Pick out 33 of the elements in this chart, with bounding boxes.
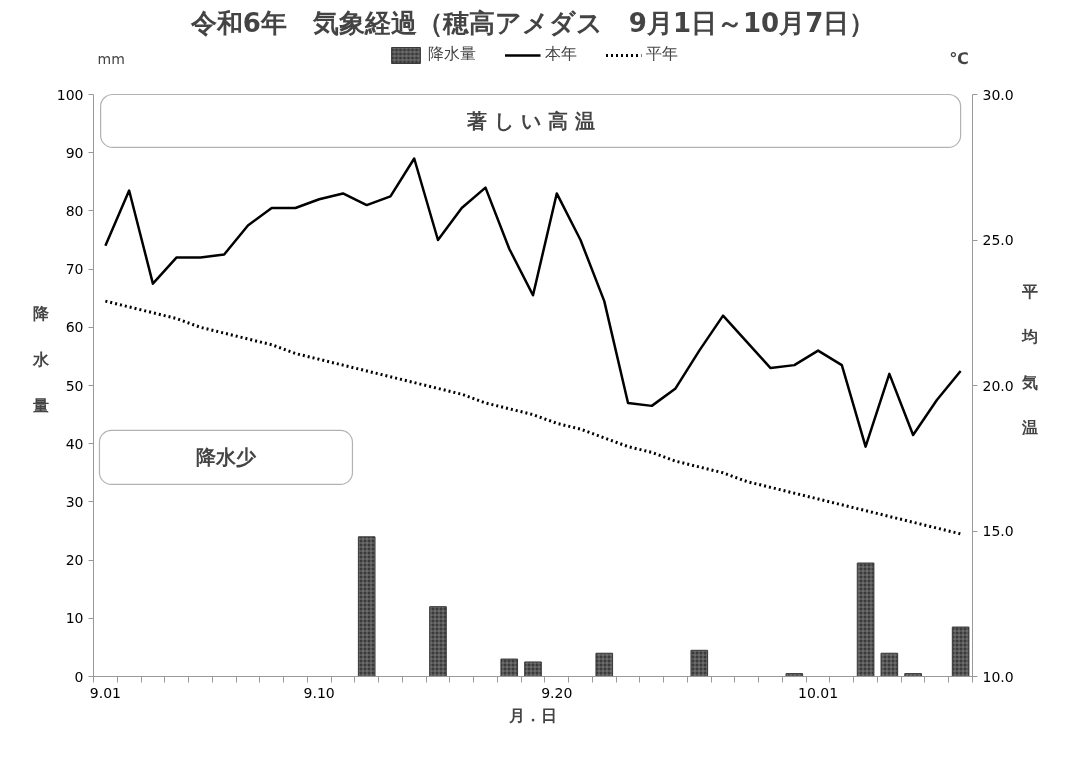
y-tick-label: 70 (65, 261, 84, 278)
y-tick-label: 50 (65, 377, 84, 394)
y-tick-label: 10 (65, 610, 84, 627)
y2-tick-label: 10.0 (982, 668, 1014, 685)
x-axis-title: 月．日 (508, 705, 557, 725)
x-tick-label: 10.01 (798, 684, 839, 701)
line-series (104, 157, 962, 448)
y-tick-label: 60 (65, 319, 84, 336)
x-tick-label: 9.10 (303, 684, 335, 701)
y-tick-label: 30 (65, 493, 84, 510)
x-tick-label: 9.20 (541, 684, 573, 701)
annotation: 降水少 (195, 445, 257, 470)
chart-title: 令和6年 気象経過（穂高アメダス 9月1日～10月7日） (189, 7, 876, 38)
y-tick-label: 20 (65, 552, 84, 569)
y-tick-label: 40 (65, 435, 84, 452)
y2-tick-label: 25.0 (982, 232, 1014, 248)
y-tick-label: 90 (65, 144, 84, 161)
text: 降水量 (32, 304, 49, 415)
legend-label: 平年 (646, 44, 678, 65)
x-tick-label: 9.01 (89, 684, 121, 701)
y2-tick-label: 20.0 (982, 377, 1014, 394)
text: ℃ (949, 49, 969, 68)
legend-label: 降水量 (428, 44, 476, 65)
y2-tick-label: 15.0 (982, 523, 1014, 539)
y-tick-label: 80 (65, 202, 84, 219)
y2-tick-label: 30.0 (982, 86, 1014, 103)
annotation: 著 し い 高 温 (465, 108, 595, 133)
legend-label: 本年 (545, 44, 577, 65)
y-tick-label: 0 (74, 668, 84, 685)
line-series (103, 299, 963, 536)
text: mm (97, 50, 125, 67)
y-tick-label: 100 (56, 86, 84, 103)
text: 平均気温 (1021, 281, 1038, 438)
